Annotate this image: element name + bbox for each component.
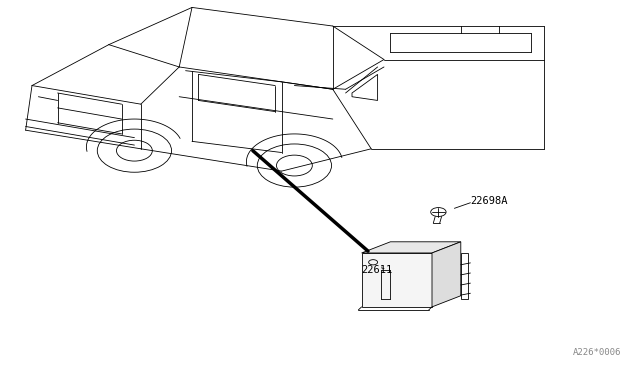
Text: 22611: 22611 bbox=[362, 265, 393, 275]
Polygon shape bbox=[432, 242, 461, 307]
Text: 22698A: 22698A bbox=[470, 196, 508, 206]
Text: A226*0006: A226*0006 bbox=[572, 348, 621, 357]
Polygon shape bbox=[362, 242, 461, 253]
Polygon shape bbox=[362, 253, 432, 307]
